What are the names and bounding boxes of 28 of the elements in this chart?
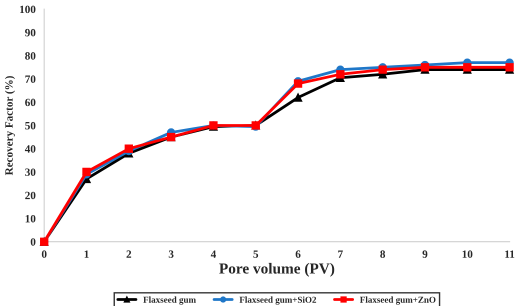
x-tick-label: 1: [84, 250, 89, 258]
y-tick-label: 20: [25, 192, 36, 200]
y-tick-label: 80: [25, 52, 36, 60]
legend-label: Flaxseed gum+ZnO: [360, 296, 436, 305]
x-tick-label: 4: [210, 250, 216, 258]
y-tick-label: 60: [25, 98, 36, 106]
x-tick-label: 0: [42, 250, 47, 258]
legend-label: Flaxseed gum: [143, 296, 196, 305]
x-tick-label: 11: [505, 250, 514, 258]
y-tick-label: 50: [25, 122, 36, 130]
y-tick-label: 70: [25, 75, 36, 83]
y-tick-label: 0: [30, 238, 36, 246]
x-tick-label: 8: [380, 250, 386, 258]
y-tick-label: 90: [25, 28, 36, 36]
x-axis-title: Pore volume (PV): [219, 262, 334, 277]
x-tick-label: 6: [296, 250, 301, 258]
x-tick-label: 7: [338, 250, 343, 258]
x-tick-label: 9: [422, 250, 428, 258]
x-tick-label: 3: [168, 250, 174, 258]
x-tick-label: 2: [126, 250, 132, 258]
y-tick-label: 100: [20, 6, 36, 14]
x-tick-label: 5: [253, 250, 258, 258]
legend-label: Flaxseed gum+SiO2: [240, 296, 316, 305]
y-tick-label: 10: [26, 214, 36, 222]
y-tick-label: 40: [24, 145, 36, 153]
y-tick-label: 30: [25, 168, 36, 176]
x-tick-label: 10: [462, 250, 472, 258]
y-axis-title: Recovery Factor (%): [4, 76, 16, 176]
